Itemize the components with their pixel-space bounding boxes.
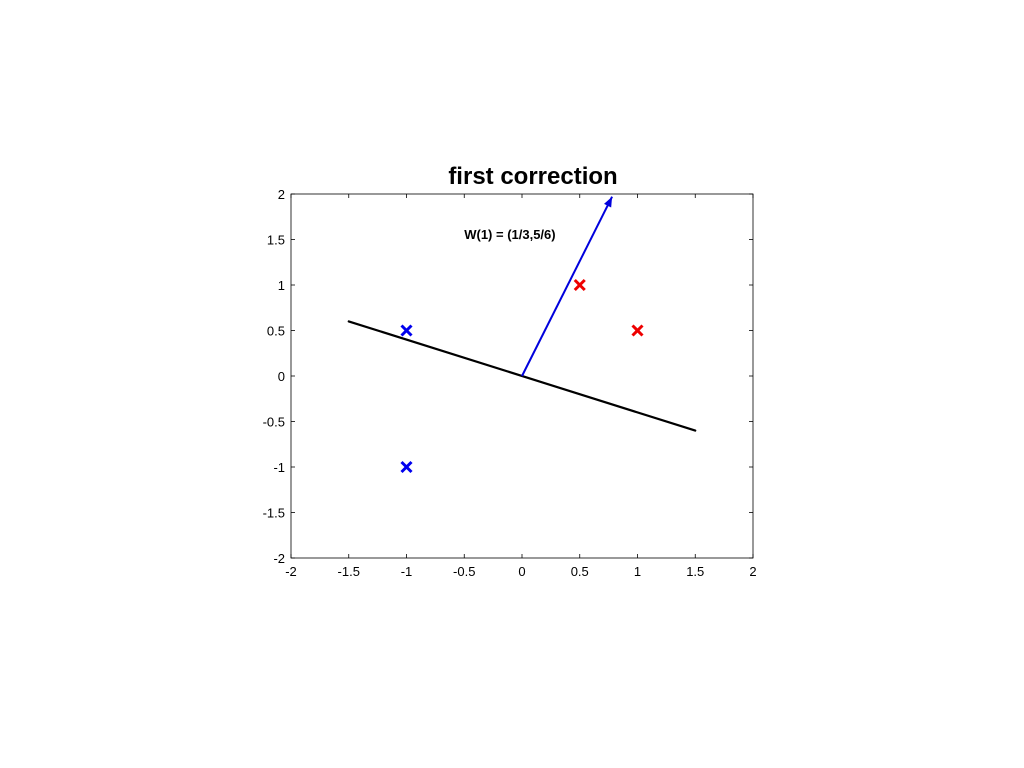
marker-stroke: [400, 460, 413, 474]
y-tick-label: 1: [278, 278, 285, 293]
data-point-x-marker: [400, 324, 413, 337]
y-tick-label: -0.5: [263, 415, 285, 430]
y-tick-label: 0: [278, 369, 285, 384]
x-tick-label: 1: [634, 564, 641, 579]
y-tick-label: -1: [273, 460, 285, 475]
y-tick-label: -2: [273, 551, 285, 566]
x-tick-label: -1: [401, 564, 413, 579]
marker-stroke: [631, 324, 644, 337]
x-tick-label: -0.5: [453, 564, 475, 579]
y-tick-label: -1.5: [263, 506, 285, 521]
y-tick-label: 1.5: [267, 233, 285, 248]
weight-vector-arrow: [521, 196, 613, 377]
marker-stroke: [573, 278, 586, 292]
x-tick-label: -2: [285, 564, 297, 579]
data-point-x-marker: [400, 460, 413, 474]
weight-vector-arrowhead: [604, 196, 613, 208]
y-tick-label: 2: [278, 187, 285, 202]
x-tick-label: 1.5: [686, 564, 704, 579]
x-tick-label: -1.5: [338, 564, 360, 579]
x-tick-label: 0: [518, 564, 525, 579]
x-tick-label: 2: [749, 564, 756, 579]
x-tick-label: 0.5: [571, 564, 589, 579]
y-tick-label: 0.5: [267, 324, 285, 339]
data-points-layer: [400, 278, 644, 474]
marker-stroke: [400, 324, 413, 337]
axis-ticks: -2 -1.5 -1 -0.5 0 0.5 1 1.5 2 -2 -1.5 -1 -0.5 0 0.5 1 1.…: [263, 187, 757, 579]
data-point-x-marker: [631, 324, 644, 337]
weight-annotation: W(1) = (1/3,5/6): [464, 227, 555, 242]
weight-vector-layer: [521, 196, 613, 377]
chart-title: first correction: [448, 163, 617, 190]
data-point-x-marker: [573, 278, 586, 292]
